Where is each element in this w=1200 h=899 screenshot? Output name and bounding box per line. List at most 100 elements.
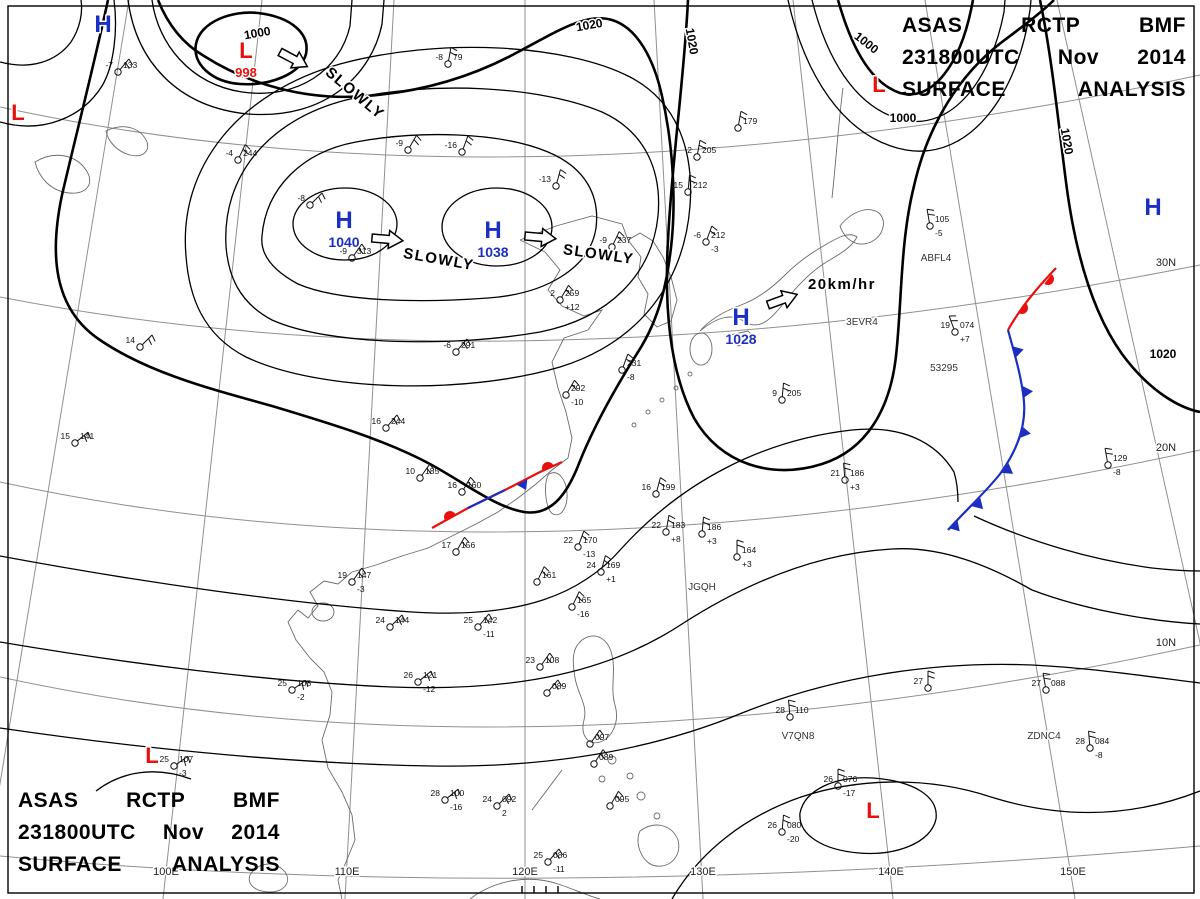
wind-barb-tick: [625, 358, 632, 364]
pressure-symbol: L: [866, 798, 879, 823]
wind-barb-shaft: [561, 285, 569, 298]
station-temperature: 16: [448, 480, 458, 490]
station-circle: [544, 858, 552, 866]
station-temperature: 19: [941, 320, 951, 330]
station-plot: -9 313: [339, 243, 371, 262]
station-temperature: 24: [376, 615, 386, 625]
wind-barb-tick: [602, 749, 608, 756]
coastline-ryukyu: [659, 397, 665, 403]
station-plot: 231-8: [618, 353, 641, 382]
wind-barb-tick: [301, 682, 305, 690]
wind-barb-tick: [583, 530, 590, 536]
station-pressure: 205: [787, 388, 801, 398]
wind-barb-tick: [739, 115, 747, 120]
wind-barb-shaft: [738, 111, 742, 125]
coastline-china-vietnam: [287, 239, 604, 899]
station-plot: 14: [126, 334, 156, 351]
station-plot: -13: [539, 169, 567, 190]
wind-barb-tick: [187, 756, 191, 764]
station-plot: 292-10: [562, 379, 585, 407]
station-temperature: -9: [599, 235, 607, 245]
station-circle: [924, 684, 932, 692]
station-tendency: -10: [571, 397, 584, 407]
station-plot: -8 79: [435, 46, 463, 68]
wind-barb-shaft: [537, 566, 545, 580]
station-id-label: 3EVR4: [846, 317, 878, 328]
station-pressure: 259: [565, 288, 579, 298]
wind-barb-tick: [658, 481, 666, 487]
wind-barb-tick: [393, 418, 398, 426]
station-circle: [416, 474, 424, 482]
title-word: 2014: [1137, 46, 1186, 69]
station-temperature: -6: [693, 230, 701, 240]
fronts: [431, 267, 1057, 532]
station-pressure: 170: [583, 535, 597, 545]
station-pressure: 186: [707, 522, 721, 532]
station-circle: [536, 663, 544, 671]
coastline-ryukyu: [645, 409, 651, 415]
wind-barb-tick: [558, 848, 563, 856]
wind-barb-shaft: [311, 192, 323, 204]
wind-barb-tick: [83, 435, 88, 442]
wind-barb-tick: [596, 733, 602, 741]
isobar: [671, 781, 1200, 899]
pressure-center-H: H: [1143, 193, 1163, 223]
chart-id-line: ASAS RCTP BMF: [902, 14, 1186, 38]
station-temperature: 24: [587, 560, 597, 570]
station-pressure: 129: [1113, 453, 1127, 463]
coastline-island: [607, 755, 617, 765]
wind-barb-tick: [430, 670, 435, 678]
wind-barb-tick: [927, 213, 935, 216]
wind-barb-tick: [416, 134, 422, 141]
wind-barb-tick: [788, 699, 796, 703]
station-pressure: 237: [617, 235, 631, 245]
chart-title-bottom: ASAS RCTP BMF 231800UTC Nov 2014 SURFACE…: [18, 789, 280, 877]
wind-barb-tick: [736, 539, 744, 543]
station-plot: -7 133: [105, 58, 137, 76]
station-plot: -9 237: [599, 231, 631, 251]
pressure-center-L: L: [144, 742, 160, 770]
title-word: 231800UTC: [902, 46, 1020, 69]
station-circle: [386, 623, 394, 631]
station-plot: 165-16: [568, 591, 591, 619]
station-pressure: 212: [693, 180, 707, 190]
station-temperature: -4: [225, 148, 233, 158]
wind-barb-shaft: [141, 334, 153, 346]
wind-barb-tick: [576, 595, 583, 602]
wind-barb-shaft: [176, 755, 189, 765]
station-tendency: -12: [423, 684, 436, 694]
wind-barb-tick: [358, 571, 364, 579]
wind-barb-tick: [782, 819, 790, 824]
station-plot: 26 076 -17: [824, 768, 857, 798]
movement-label: SLOWLY: [402, 245, 476, 274]
station-pressure: 79: [453, 52, 463, 62]
isobar: [292, 187, 398, 261]
wind-barb-tick: [605, 555, 612, 560]
station-temperature: 25: [464, 615, 474, 625]
isobar: [261, 133, 598, 302]
station-temperature: 16: [372, 416, 382, 426]
wind-barb-tick: [549, 652, 555, 660]
coastline-island: [248, 863, 289, 893]
station-temperature: 26: [768, 820, 778, 830]
station-circle: [778, 396, 786, 404]
isobar-label: 1000: [852, 29, 882, 57]
station-circle: [1042, 686, 1050, 694]
wind-barb-shaft: [541, 652, 551, 665]
pressure-symbol: L: [11, 100, 24, 125]
station-plot: 16 160: [448, 476, 481, 496]
wind-barb-tick: [1088, 735, 1096, 739]
wind-barb-tick: [560, 169, 567, 174]
isobar: [95, 771, 192, 792]
station-plot: -4 244: [225, 144, 257, 164]
wind-barb-tick: [361, 243, 367, 251]
station-plot: 2 205: [687, 139, 716, 161]
wind-barb-tick: [413, 139, 419, 146]
station-pressure: 186: [850, 468, 864, 478]
station-plot: -6 291: [443, 338, 475, 356]
title-word: 2014: [231, 821, 280, 844]
title-word: 231800UTC: [18, 821, 136, 844]
wind-barb-tick: [321, 192, 326, 200]
pressure-symbol: H: [335, 207, 352, 234]
